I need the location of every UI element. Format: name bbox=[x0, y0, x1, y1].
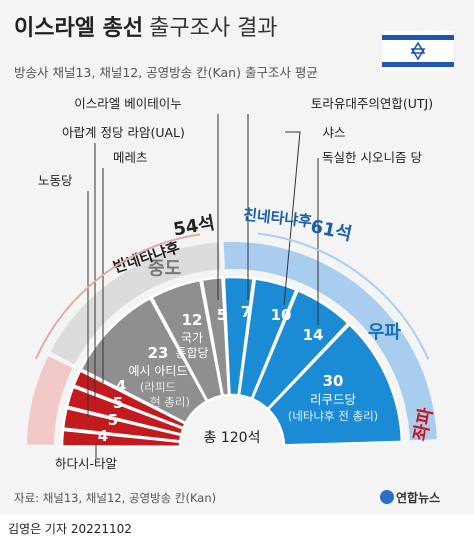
party-name: 리쿠드당 bbox=[310, 392, 357, 407]
coalition-seats: 61석 bbox=[309, 216, 354, 245]
seat-count: 10 bbox=[271, 306, 292, 324]
israel-flag-icon bbox=[382, 30, 454, 72]
party-note: (라피드 bbox=[140, 380, 176, 394]
party-note: (네타냐후 전 총리) bbox=[288, 409, 378, 423]
seat-count: 12 bbox=[182, 311, 203, 329]
party-label: 이스라엘 베이테이누 bbox=[74, 96, 181, 111]
party-label: 토라유대주의연합(UTJ) bbox=[311, 96, 433, 111]
party-label: 하다시-타알 bbox=[55, 456, 118, 471]
coalition-bracket bbox=[257, 232, 430, 360]
total-seats-label: 총 120석 bbox=[204, 430, 261, 446]
source-note: 자료: 채널13, 채널12, 공영방송 칸(Kan) bbox=[14, 491, 217, 505]
title-light: 출구조사 결과 bbox=[149, 16, 278, 41]
publisher-logo: 연합뉴스 bbox=[380, 489, 440, 506]
party-name: 예시 아티드 bbox=[128, 364, 187, 378]
leader-lines bbox=[87, 114, 319, 458]
yonhap-logo-icon bbox=[380, 490, 394, 504]
seat-segment bbox=[266, 322, 404, 447]
seat-segment bbox=[250, 288, 351, 411]
byline: 김영은 기자 20221102 bbox=[8, 522, 132, 536]
seat-count: 4 bbox=[116, 377, 126, 395]
party-label: 메레츠 bbox=[113, 150, 148, 165]
party-label: 아랍계 정당 라암(UAL) bbox=[62, 125, 185, 140]
subtitle: 방송사 채널13, 채널12, 공영방송 칸(Kan) 출구조사 평균 bbox=[14, 65, 318, 80]
bloc-label: 우파 bbox=[368, 322, 402, 343]
publisher-name: 연합뉴스 bbox=[396, 491, 441, 505]
seat-count: 14 bbox=[303, 326, 324, 344]
seat-count: 30 bbox=[323, 372, 344, 390]
party-name: 국가 bbox=[181, 331, 203, 345]
coalition-label: 친네타냐후 bbox=[242, 205, 313, 230]
bloc-arc bbox=[27, 356, 73, 445]
seat-count: 5 bbox=[217, 306, 227, 324]
party-name: 통합당 bbox=[175, 346, 208, 360]
page-title: 이스라엘 총선 출구조사 결과 bbox=[14, 10, 278, 42]
infographic-card: 이스라엘 총선 출구조사 결과 방송사 채널13, 채널12, 공영방송 칸(Ka… bbox=[0, 0, 474, 514]
coalition-bracket bbox=[34, 233, 201, 360]
party-label: 독실한 시오니즘 당 bbox=[322, 150, 422, 165]
leader-line bbox=[283, 131, 301, 306]
party-label: 샤스 bbox=[322, 125, 345, 140]
bloc-label: 중도 bbox=[148, 259, 181, 280]
seat-count: 5 bbox=[108, 411, 118, 429]
seat-count: 7 bbox=[241, 303, 251, 321]
seat-count: 23 bbox=[148, 344, 169, 362]
bloc-arc bbox=[50, 242, 221, 365]
party-segments bbox=[60, 275, 404, 449]
title-bold: 이스라엘 총선 bbox=[14, 16, 144, 41]
party-note: 현 총리) bbox=[150, 395, 190, 409]
party-label: 노동당 bbox=[38, 173, 73, 188]
bloc-arc bbox=[223, 242, 437, 441]
seat-count: 5 bbox=[113, 394, 123, 412]
seat-count: 4 bbox=[98, 427, 108, 445]
